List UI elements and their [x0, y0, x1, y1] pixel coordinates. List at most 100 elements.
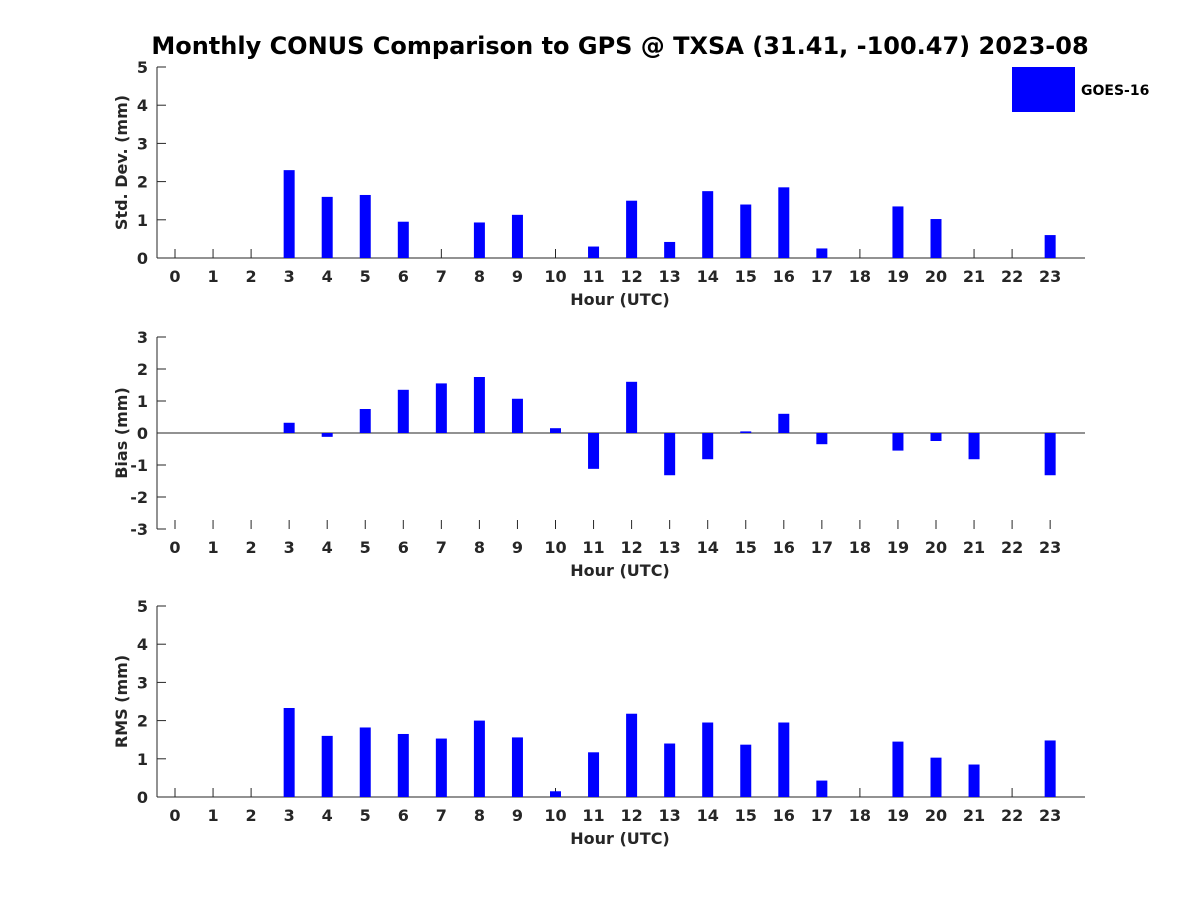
y-axis-label: RMS (mm) [112, 655, 131, 748]
bar-hour-13 [664, 241, 676, 258]
bar-hour-11 [588, 433, 600, 469]
bar-hour-12 [626, 381, 638, 433]
bar-hour-12 [626, 713, 638, 797]
x-tick-label: 0 [169, 806, 180, 825]
bar-hour-8 [473, 720, 485, 797]
bar-hour-4 [321, 735, 333, 797]
bar-hour-12 [626, 200, 638, 258]
x-tick-label: 2 [246, 806, 257, 825]
bar-hour-5 [359, 194, 371, 258]
x-tick-label: 20 [925, 538, 947, 557]
bar-hour-23 [1044, 433, 1056, 476]
x-tick-label: 12 [620, 267, 642, 286]
x-tick-label: 14 [697, 806, 719, 825]
y-tick-label: 1 [137, 750, 148, 769]
y-tick-label: 5 [137, 597, 148, 616]
x-tick-label: 11 [582, 267, 604, 286]
x-tick-label: 3 [284, 806, 295, 825]
x-tick-label: 1 [207, 267, 218, 286]
x-tick-label: 22 [1001, 538, 1023, 557]
x-tick-label: 22 [1001, 806, 1023, 825]
x-axis-label: Hour (UTC) [570, 561, 670, 580]
x-tick-label: 5 [360, 806, 371, 825]
y-tick-label: -2 [130, 488, 148, 507]
bar-hour-10 [550, 428, 561, 433]
bar-hour-17 [816, 780, 828, 797]
bar-hour-14 [702, 433, 714, 460]
bar-hour-19 [892, 206, 904, 258]
x-tick-label: 9 [512, 267, 523, 286]
x-tick-label: 14 [697, 538, 719, 557]
bar-hour-3 [283, 422, 295, 433]
x-tick-label: 21 [963, 806, 985, 825]
y-tick-label: 4 [137, 635, 148, 654]
bar-hour-3 [283, 707, 295, 797]
x-tick-label: 9 [512, 538, 523, 557]
x-tick-label: 19 [887, 538, 909, 557]
x-tick-label: 13 [659, 538, 681, 557]
x-tick-label: 17 [811, 806, 833, 825]
y-tick-label: 2 [137, 173, 148, 192]
x-tick-label: 17 [811, 267, 833, 286]
x-tick-label: 23 [1039, 538, 1061, 557]
x-tick-label: 13 [659, 806, 681, 825]
bar-hour-16 [778, 187, 790, 258]
x-tick-label: 21 [963, 538, 985, 557]
x-tick-label: 16 [773, 267, 795, 286]
bar-hour-5 [359, 409, 371, 433]
bar-hour-15 [740, 744, 752, 797]
bar-hour-11 [588, 246, 600, 258]
y-tick-label: 3 [137, 673, 148, 692]
bar-hour-6 [397, 389, 409, 433]
x-tick-label: 5 [360, 267, 371, 286]
y-tick-label: 2 [137, 360, 148, 379]
bar-hour-8 [473, 377, 485, 433]
x-tick-label: 7 [436, 806, 447, 825]
x-tick-label: 9 [512, 806, 523, 825]
x-tick-label: 19 [887, 267, 909, 286]
x-tick-label: 11 [582, 538, 604, 557]
x-tick-label: 4 [322, 267, 333, 286]
x-tick-label: 0 [169, 267, 180, 286]
x-tick-label: 11 [582, 806, 604, 825]
x-tick-label: 10 [544, 806, 566, 825]
y-tick-label: -3 [130, 520, 148, 539]
bar-hour-9 [511, 214, 523, 258]
bar-hour-7 [435, 738, 447, 797]
bar-hour-21 [968, 433, 980, 460]
bar-hour-9 [511, 737, 523, 797]
x-tick-label: 10 [544, 538, 566, 557]
bar-hour-8 [473, 222, 485, 258]
bar-hour-15 [740, 204, 752, 258]
y-tick-label: -1 [130, 456, 148, 475]
bar-hour-9 [511, 398, 523, 433]
x-tick-label: 2 [246, 538, 257, 557]
x-tick-label: 12 [620, 806, 642, 825]
x-tick-label: 4 [322, 538, 333, 557]
x-tick-label: 2 [246, 267, 257, 286]
bar-hour-7 [435, 383, 447, 433]
y-tick-label: 3 [137, 134, 148, 153]
x-tick-label: 1 [207, 806, 218, 825]
bar-hour-19 [892, 741, 904, 797]
x-tick-label: 18 [849, 538, 871, 557]
x-tick-label: 12 [620, 538, 642, 557]
y-tick-label: 3 [137, 328, 148, 347]
bar-hour-13 [664, 743, 676, 797]
bar-hour-3 [283, 170, 295, 258]
x-tick-label: 3 [284, 267, 295, 286]
x-tick-label: 13 [659, 267, 681, 286]
x-tick-label: 23 [1039, 267, 1061, 286]
x-tick-label: 16 [773, 806, 795, 825]
x-tick-label: 23 [1039, 806, 1061, 825]
y-tick-label: 4 [137, 96, 148, 115]
bar-hour-10 [550, 791, 561, 797]
x-tick-label: 0 [169, 538, 180, 557]
x-tick-label: 7 [436, 538, 447, 557]
x-tick-label: 15 [735, 538, 757, 557]
bar-hour-15 [740, 431, 752, 433]
bar-hour-19 [892, 433, 904, 451]
chart-title: Monthly CONUS Comparison to GPS @ TXSA (… [151, 32, 1088, 60]
